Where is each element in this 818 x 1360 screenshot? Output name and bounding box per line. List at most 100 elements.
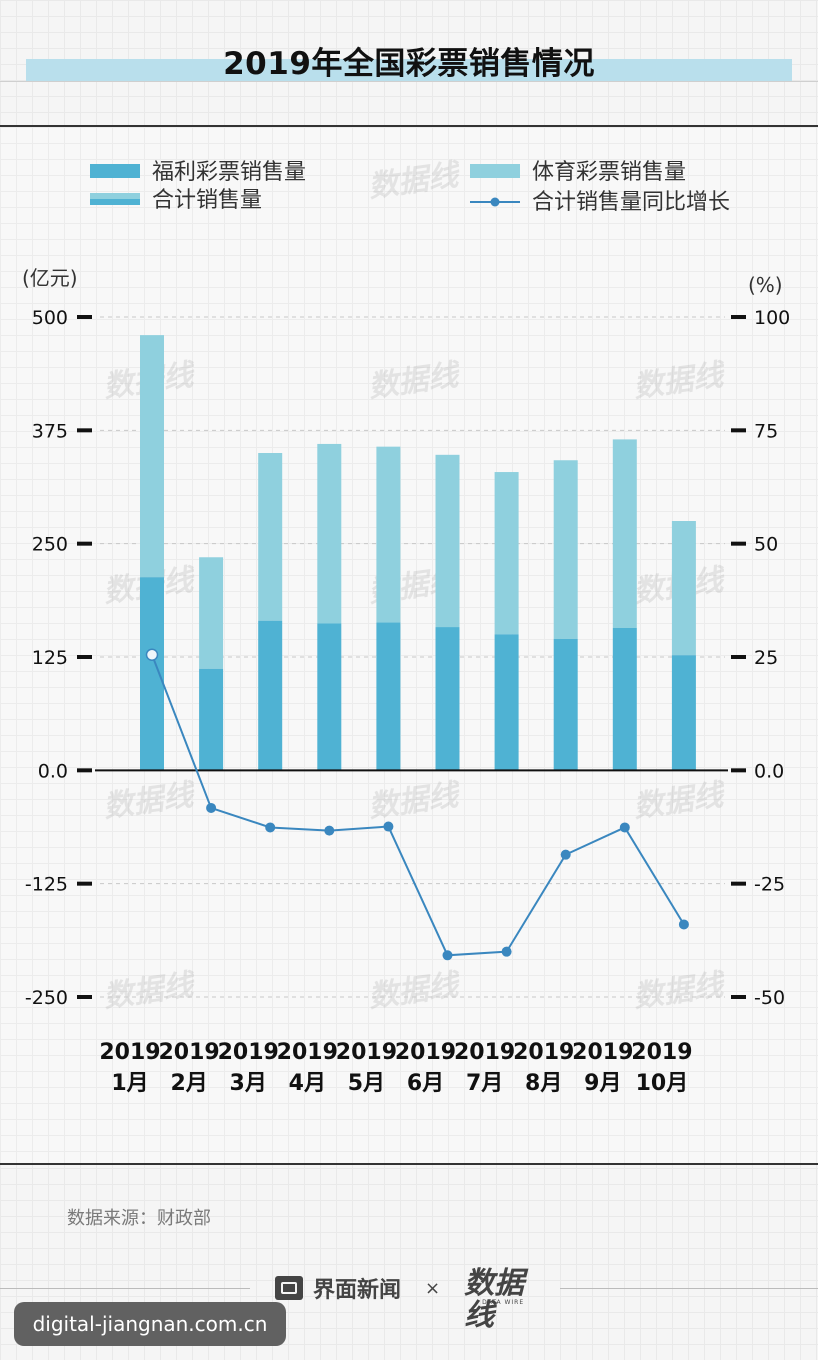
grid-lines (100, 316, 725, 998)
left-axis-tick (77, 881, 92, 886)
left-axis-tick-label: 250 (32, 534, 68, 556)
right-axis-tick (731, 995, 746, 999)
left-axis-unit: (亿元) (22, 266, 78, 290)
x-tick-label-year: 2019 (572, 1040, 633, 1065)
data-source: 数据来源：财政部 (67, 1208, 211, 1229)
watermark-mark: 数据线 (101, 967, 199, 1015)
x-tick-label-year: 2019 (513, 1040, 574, 1065)
right-axis-tick-label: 50 (754, 534, 778, 556)
legend-label-welfare: 福利彩票销售量 (152, 160, 306, 185)
legend-swatch-welfare (90, 164, 140, 178)
page-title: 2019年全国彩票销售情况 (223, 46, 595, 82)
bar-welfare (553, 638, 578, 771)
x-tick-label-year: 2019 (631, 1040, 692, 1065)
left-axis-tick (77, 768, 92, 773)
x-tick-label-month: 1月 (111, 1071, 148, 1096)
watermark-mark: 数据线 (366, 967, 464, 1015)
growth-point (324, 825, 335, 836)
left-axis-tick (77, 995, 92, 999)
bar-sports (258, 453, 283, 621)
right-axis-tick-label: -25 (754, 874, 785, 896)
growth-point (619, 822, 630, 833)
brand-separator: × (425, 1277, 441, 1299)
watermark-mark: 数据线 (631, 357, 729, 405)
bar-sports (317, 443, 342, 624)
footer-rule-left (0, 1288, 250, 1289)
growth-point (560, 849, 571, 860)
right-axis-tick-label: 100 (754, 307, 790, 329)
right-axis-tick (731, 768, 746, 773)
x-tick-label-year: 2019 (218, 1040, 279, 1065)
bar-sports (199, 557, 224, 669)
title-highlight-bar (26, 59, 792, 81)
datawire-logo-text: 数据线 (464, 1266, 525, 1333)
right-axis-tick (731, 881, 746, 886)
bar-sports (671, 521, 696, 656)
x-tick-label-year: 2019 (158, 1040, 219, 1065)
bar-sports (140, 335, 164, 578)
x-tick-label-year: 2019 (454, 1040, 515, 1065)
left-axis-tick-label: 500 (32, 307, 68, 329)
right-axis-tick (731, 541, 746, 546)
watermark-mark: 数据线 (101, 777, 199, 825)
legend-swatch-sports (470, 164, 520, 178)
combo-chart: 数据线数据线数据线数据线数据线数据线数据线数据线数据线数据线数据线数据线数据线 … (22, 157, 790, 1096)
x-tick-label-month: 10月 (636, 1071, 689, 1096)
right-axis-tick (731, 655, 746, 659)
title-rule (0, 81, 818, 82)
right-axis-tick-label: 0.0 (754, 760, 784, 782)
x-tick-label-month: 9月 (584, 1071, 621, 1096)
x-tick-label-month: 3月 (230, 1071, 267, 1096)
right-axis-tick-label: -50 (754, 987, 785, 1009)
watermark-mark: 数据线 (631, 777, 729, 825)
x-tick-label-year: 2019 (277, 1040, 338, 1065)
x-tick-label-month: 8月 (525, 1071, 562, 1096)
growth-point (206, 802, 217, 813)
bar-welfare (612, 627, 637, 771)
growth-point (442, 950, 453, 961)
right-axis-tick (731, 315, 746, 319)
x-axis-labels: 2019 1月 2019 2月 2019 3月 2019 4月 2019 5月 2019 6月 2019… (99, 1040, 692, 1096)
x-tick-label-month: 5月 (348, 1071, 385, 1096)
growth-point (145, 648, 159, 661)
x-tick-label-month: 2月 (170, 1071, 207, 1096)
left-axis-tick-label: -250 (25, 987, 68, 1009)
bar-sports (494, 472, 519, 635)
legend-swatch-total-bottom (90, 199, 140, 205)
legend-swatch-total-top (90, 193, 140, 199)
left-axis-tick-label: 125 (32, 647, 68, 669)
left-axis-tick (77, 655, 92, 659)
footer-rule-right (560, 1288, 818, 1289)
growth-point (678, 919, 689, 930)
bar-welfare (317, 623, 342, 771)
x-tick-label-month: 6月 (407, 1071, 444, 1096)
right-axis-tick-label: 25 (754, 647, 778, 669)
left-axis-tick-label: 375 (32, 420, 68, 442)
watermark-mark: 数据线 (366, 357, 464, 405)
legend-swatch-growth-dot (490, 197, 500, 207)
legend-label-total: 合计销售量 (152, 188, 262, 213)
growth-point (501, 946, 512, 957)
bar-welfare (258, 620, 283, 771)
bar-welfare (494, 634, 519, 771)
watermark-mark: 数据线 (366, 777, 464, 825)
bar-sports (435, 454, 460, 628)
bar-welfare (671, 655, 696, 771)
bar-welfare (435, 627, 460, 771)
datawire-logo-subtext: DATA WIRE (482, 1299, 525, 1306)
legend-label-sports: 体育彩票销售量 (532, 160, 686, 185)
bar-series (140, 335, 696, 771)
x-tick-label-year: 2019 (336, 1040, 397, 1065)
bar-sports (553, 460, 578, 639)
growth-line-series (145, 648, 689, 961)
axes: 500 375 250 125 0.0 -125 -250 100 75 50 25 0.0 -25 -5… (25, 307, 790, 1009)
watermark-mark: 数据线 (631, 967, 729, 1015)
right-axis-tick (731, 428, 746, 433)
bar-welfare (199, 668, 224, 771)
right-axis-tick-label: 75 (754, 420, 778, 442)
bar-welfare (376, 622, 401, 771)
x-tick-label-year: 2019 (99, 1040, 160, 1065)
left-axis-tick-label: -125 (25, 874, 68, 896)
bar-sports (612, 439, 637, 628)
